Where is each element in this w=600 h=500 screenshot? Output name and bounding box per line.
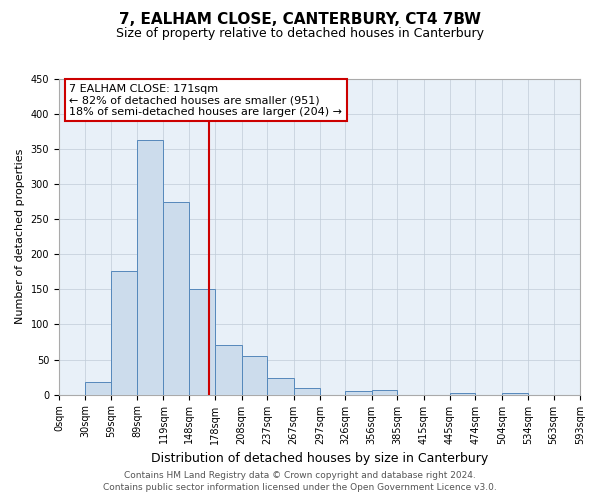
Bar <box>163 202 189 394</box>
Text: 7, EALHAM CLOSE, CANTERBURY, CT4 7BW: 7, EALHAM CLOSE, CANTERBURY, CT4 7BW <box>119 12 481 28</box>
Bar <box>346 391 372 394</box>
Bar <box>242 356 267 395</box>
Bar <box>580 393 600 394</box>
Y-axis label: Number of detached properties: Number of detached properties <box>15 149 25 324</box>
Bar <box>215 346 242 395</box>
Bar <box>293 388 320 394</box>
Bar <box>111 271 137 394</box>
Bar <box>267 378 293 394</box>
Text: 7 EALHAM CLOSE: 171sqm
← 82% of detached houses are smaller (951)
18% of semi-de: 7 EALHAM CLOSE: 171sqm ← 82% of detached… <box>70 84 343 117</box>
Text: Size of property relative to detached houses in Canterbury: Size of property relative to detached ho… <box>116 28 484 40</box>
Bar <box>450 393 475 394</box>
Bar <box>189 288 215 395</box>
Text: Contains HM Land Registry data © Crown copyright and database right 2024.
Contai: Contains HM Land Registry data © Crown c… <box>103 471 497 492</box>
X-axis label: Distribution of detached houses by size in Canterbury: Distribution of detached houses by size … <box>151 452 488 465</box>
Bar <box>137 140 163 394</box>
Bar <box>372 390 397 394</box>
Bar <box>85 382 111 394</box>
Bar <box>502 393 528 394</box>
